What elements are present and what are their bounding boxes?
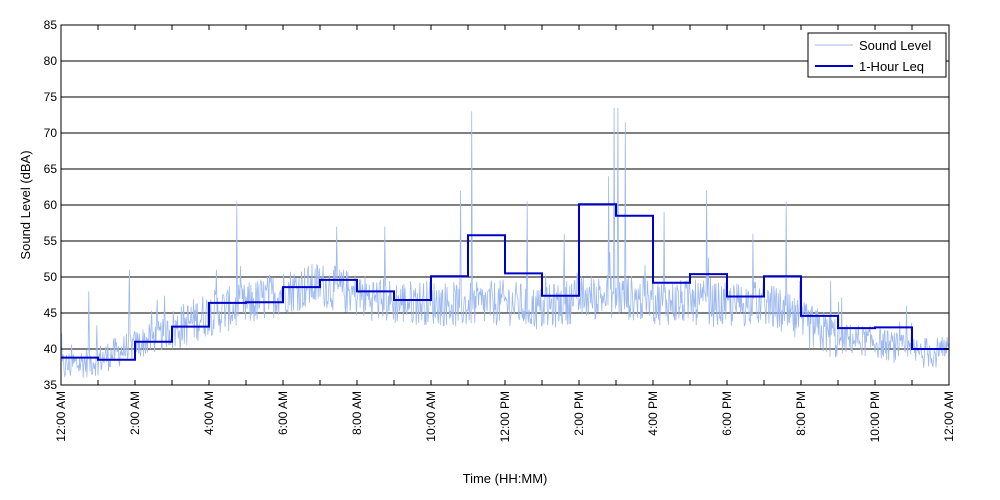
x-tick-label: 10:00 PM <box>868 391 882 442</box>
x-tick-label: 6:00 AM <box>276 391 290 435</box>
y-tick-label: 50 <box>44 270 58 284</box>
y-tick-label: 40 <box>44 342 58 356</box>
x-tick-label: 8:00 AM <box>350 391 364 435</box>
legend-box <box>807 32 947 78</box>
y-tick-label: 70 <box>44 126 58 140</box>
y-tick-label: 45 <box>44 306 58 320</box>
legend-label-leq: 1-Hour Leq <box>859 59 924 74</box>
y-tick-label: 75 <box>44 90 58 104</box>
y-tick-label: 55 <box>44 234 58 248</box>
x-tick-label: 12:00 PM <box>498 391 512 442</box>
x-tick-label: 2:00 AM <box>128 391 142 435</box>
legend: Sound Level 1-Hour Leq <box>807 32 947 78</box>
grid-layer <box>61 60 949 350</box>
y-ticks: 35 40 45 50 55 60 65 70 75 80 85 <box>44 18 949 392</box>
x-ticks: 12:00 AM 2:00 AM 4:00 AM 6:00 AM 8:00 AM 10:0… <box>54 25 956 442</box>
x-tick-label: 8:00 PM <box>794 391 808 436</box>
y-tick-label: 35 <box>44 378 58 392</box>
y-tick-label: 85 <box>44 18 58 32</box>
x-tick-label: 6:00 PM <box>720 391 734 436</box>
leq-series <box>61 203 949 361</box>
x-axis-label: Time (HH:MM) <box>463 471 548 486</box>
y-tick-label: 80 <box>44 54 58 68</box>
y-tick-label: 65 <box>44 162 58 176</box>
legend-label-sound-level: Sound Level <box>859 38 931 53</box>
x-tick-label: 4:00 PM <box>646 391 660 436</box>
x-tick-label: 4:00 AM <box>202 391 216 435</box>
x-tick-label: 2:00 PM <box>572 391 586 436</box>
x-tick-label: 12:00 AM <box>942 391 956 442</box>
x-tick-label: 12:00 AM <box>54 391 68 442</box>
y-tick-label: 60 <box>44 198 58 212</box>
leq-step-line <box>61 203 949 361</box>
x-tick-label: 10:00 AM <box>424 391 438 442</box>
y-axis-label: Sound Level (dBA) <box>18 150 33 259</box>
